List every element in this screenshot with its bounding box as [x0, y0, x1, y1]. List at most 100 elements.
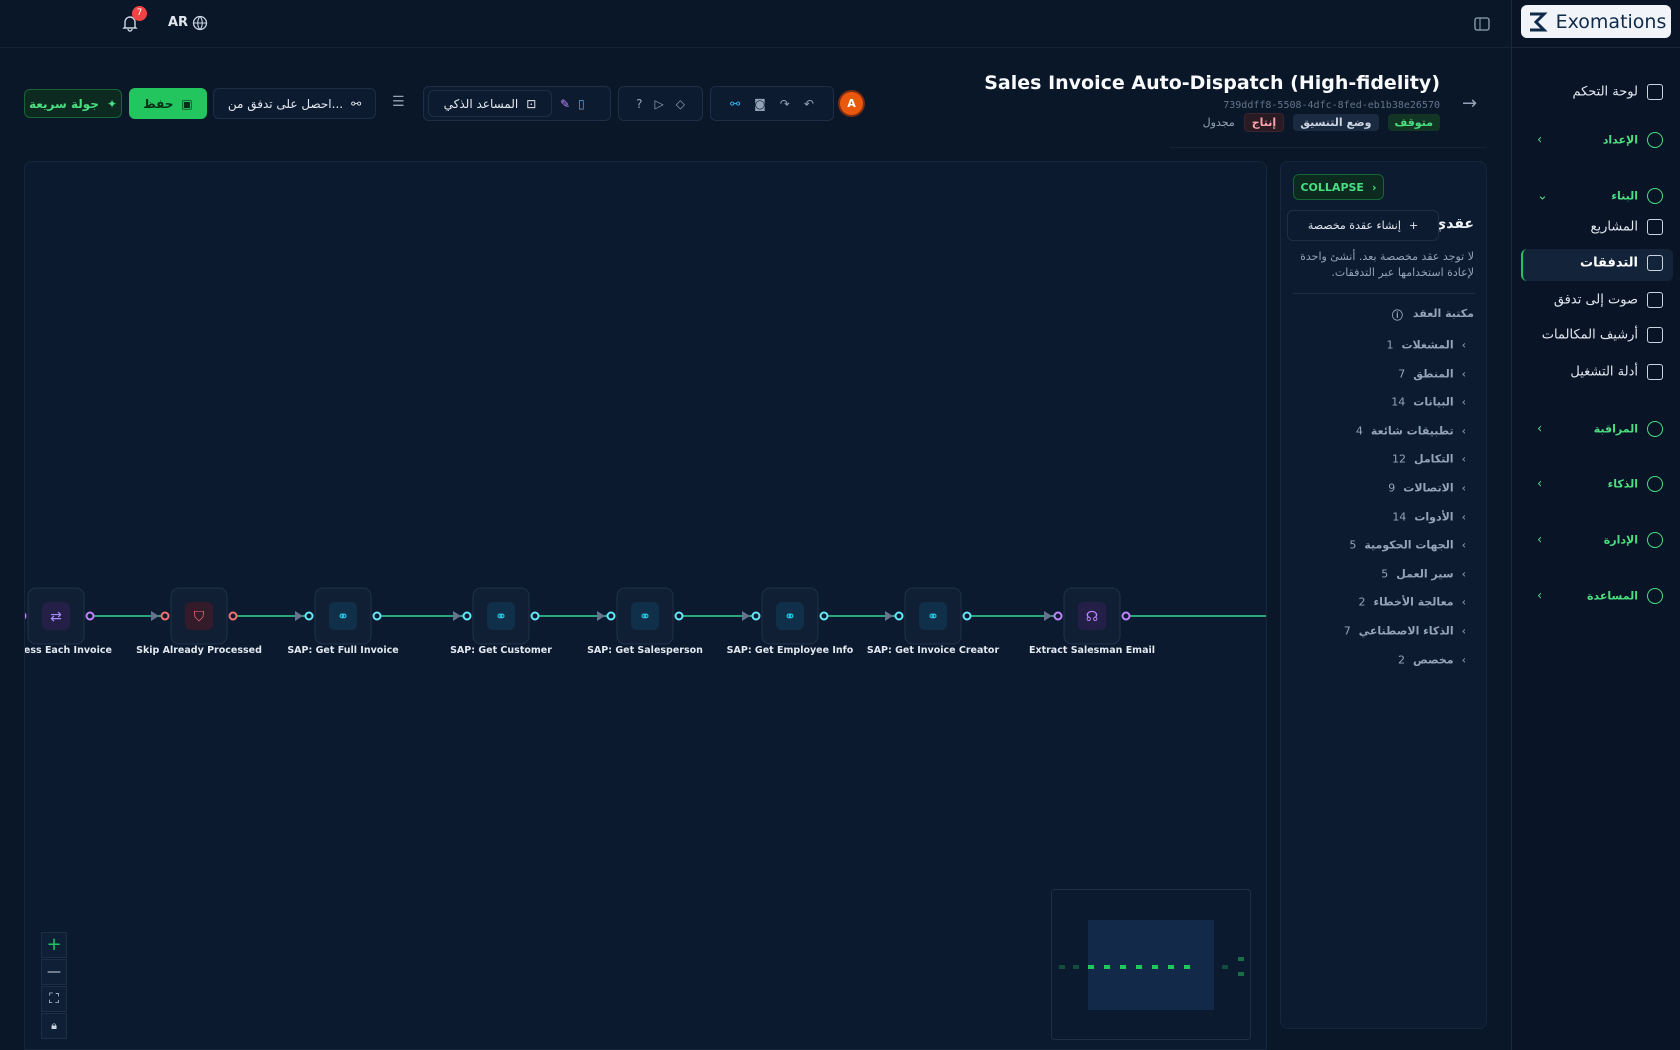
- chevron: ›: [1461, 338, 1466, 352]
- port: [894, 611, 904, 621]
- redo-icon[interactable]: ↷: [779, 96, 790, 111]
- fit-view[interactable]: ⛶: [41, 986, 67, 1012]
- category[interactable]: › الأدوات 14: [1392, 510, 1466, 523]
- nav-item[interactable]: أدلة التشغيل: [1570, 364, 1638, 380]
- category-count: 7: [1343, 624, 1351, 638]
- category[interactable]: › التكامل 12: [1392, 453, 1466, 466]
- nav-section[interactable]: الذكاء: [1607, 477, 1638, 491]
- create-node-button[interactable]: + إنشاء عقدة مخصصة: [1287, 210, 1439, 241]
- category[interactable]: › الجهات الحكومية 5: [1349, 539, 1466, 552]
- divider: [0, 47, 1511, 48]
- category-count: 5: [1349, 538, 1357, 552]
- back-arrow[interactable]: →: [1462, 93, 1478, 114]
- node-label: Skip Already Processed: [136, 645, 262, 656]
- category-name: الذكاء الاصطناعي: [1358, 624, 1454, 638]
- node-icon-bg: [919, 602, 947, 630]
- avatar[interactable]: A: [840, 92, 863, 115]
- zoom-in[interactable]: +: [41, 932, 67, 958]
- node-label: SAP: Get Salesperson: [587, 645, 703, 656]
- camera-icon[interactable]: ◙: [754, 96, 766, 111]
- category[interactable]: › سير العمل 5: [1381, 567, 1466, 580]
- logo[interactable]: Exomations: [1521, 5, 1671, 38]
- port: [25, 612, 27, 620]
- button-label: جولة سريعة: [28, 96, 99, 111]
- undo-icon[interactable]: ↶: [803, 96, 814, 111]
- button-label: إنشاء عقدة مخصصة: [1307, 219, 1401, 232]
- flow-id: 739ddff8-5508-4dfc-8fed-eb1b38e26570: [1223, 100, 1440, 111]
- category-name: مخصص: [1413, 653, 1454, 667]
- node-icon: ⚭: [784, 609, 796, 625]
- nav-icon: [1647, 84, 1663, 100]
- get-flow-button[interactable]: احصل على تدفق من... ⚯: [213, 88, 376, 119]
- category[interactable]: › المنطق 7: [1398, 367, 1466, 380]
- logo-icon: [1529, 12, 1548, 31]
- node-label: SAP: Get Customer: [450, 645, 552, 656]
- chevron: ‹: [1537, 532, 1543, 548]
- port: [85, 611, 95, 621]
- chevron: ›: [1461, 538, 1466, 552]
- settings-icon[interactable]: ☰: [392, 94, 405, 110]
- play-icon[interactable]: ▷: [654, 96, 664, 111]
- nav-icon: [1647, 364, 1663, 380]
- chevron: ›: [1461, 452, 1466, 466]
- category[interactable]: › البيانات 14: [1391, 396, 1466, 409]
- category-name: البيانات: [1413, 395, 1454, 409]
- node-label: SAP: Get Employee Info: [727, 645, 854, 656]
- sidebar: [1511, 0, 1680, 1050]
- nav-section[interactable]: البناء: [1611, 189, 1638, 203]
- nav-item[interactable]: التدفقات: [1580, 255, 1638, 271]
- nav-section[interactable]: الإدارة: [1603, 533, 1638, 547]
- category-count: 12: [1392, 452, 1407, 466]
- schedule: مجدول: [1202, 116, 1235, 129]
- save-button[interactable]: حفظ ▣: [129, 88, 207, 119]
- category[interactable]: › مخصص 2: [1398, 653, 1466, 666]
- help-icon[interactable]: ?: [636, 96, 643, 111]
- node-icon: ⚭: [639, 609, 651, 625]
- assistant-button[interactable]: المساعد الذكي ⊡: [428, 90, 552, 117]
- node-icon-bg: [1078, 602, 1106, 630]
- category[interactable]: › معالجة الأخطاء 2: [1359, 596, 1466, 609]
- chevron: ‹: [1537, 132, 1543, 148]
- node-label: SAP: Get Invoice Creator: [867, 645, 1000, 656]
- nav-section[interactable]: الإعداد: [1602, 133, 1638, 147]
- node-icon: ⚭: [337, 609, 349, 625]
- zoom-out[interactable]: —: [41, 959, 67, 985]
- node-label: SAP: Get Full Invoice: [287, 645, 398, 656]
- magic-icon[interactable]: ✎: [560, 96, 571, 111]
- flow-icon[interactable]: ⚯: [730, 96, 741, 111]
- nav-icon: [1647, 292, 1663, 308]
- nav-icon: [1647, 476, 1663, 492]
- category[interactable]: › الذكاء الاصطناعي 7: [1344, 625, 1466, 638]
- nav-section[interactable]: المراقبة: [1593, 422, 1638, 436]
- language[interactable]: AR: [168, 15, 189, 30]
- nav-item[interactable]: أرشيف المكالمات: [1541, 327, 1638, 343]
- nav-section[interactable]: المساعدة: [1587, 589, 1638, 603]
- category-name: معالجة الأخطاء: [1373, 595, 1454, 609]
- category-name: التكامل: [1414, 452, 1454, 466]
- node-icon-bg: [631, 602, 659, 630]
- panel-toggle[interactable]: [1474, 16, 1490, 32]
- category[interactable]: › تطبيقات شائعة 4: [1356, 424, 1466, 437]
- divider: [1511, 47, 1680, 48]
- nav-item[interactable]: لوحة التحكم: [1572, 84, 1638, 100]
- docs-icon[interactable]: ▯: [578, 96, 585, 111]
- quick-tour-button[interactable]: جولة سريعة ✦: [24, 89, 122, 118]
- port: [1121, 611, 1131, 621]
- nav-item[interactable]: المشاريع: [1590, 219, 1638, 235]
- badges: متوقف وضع التنسيق إنتاج مجدول: [1203, 113, 1440, 132]
- category[interactable]: › المشغلات 1: [1387, 339, 1467, 352]
- nav-item[interactable]: صوت إلى تدفق: [1553, 292, 1638, 308]
- lock[interactable]: 🔒︎: [41, 1013, 67, 1039]
- nav-icon: [1647, 219, 1663, 235]
- empty-message: لا توجد عقد مخصصة بعد. أنشئ واحدة لإعادة…: [1300, 250, 1474, 279]
- collapse-button[interactable]: COLLAPSE ›: [1293, 174, 1384, 200]
- shield-icon[interactable]: ◇: [675, 96, 685, 111]
- edge-arrow: [597, 611, 605, 621]
- environment-badge[interactable]: إنتاج: [1243, 113, 1285, 132]
- category-count: 2: [1358, 595, 1366, 609]
- minimap[interactable]: [1051, 889, 1251, 1040]
- status-badge: متوقف: [1387, 114, 1440, 131]
- category[interactable]: › الاتصالات 9: [1388, 482, 1466, 495]
- notification-badge: 7: [132, 6, 147, 21]
